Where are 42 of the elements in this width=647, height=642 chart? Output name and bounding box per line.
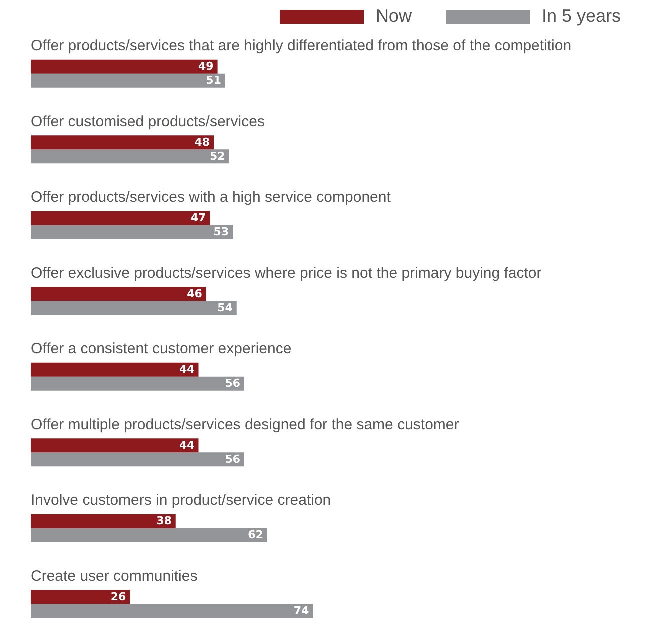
data-label: 56 (225, 452, 241, 466)
y-tick-label: Offer customised products/services (31, 113, 265, 130)
bar (31, 604, 314, 618)
bar (31, 301, 237, 316)
y-tick-label: Offer multiple products/services designed for the same customer (31, 416, 460, 434)
y-tick-label: Involve customers in product/service creation (31, 492, 332, 509)
bar (31, 287, 206, 302)
data-label: 48 (194, 136, 210, 149)
data-label: 62 (248, 528, 264, 542)
data-label: 51 (206, 74, 222, 88)
data-label: 44 (179, 363, 196, 376)
bar (31, 362, 199, 377)
data-label: 26 (110, 590, 126, 604)
bar (31, 60, 218, 74)
bar (31, 74, 226, 88)
y-tick-label: Offer a consistent customer experience (31, 340, 292, 358)
data-label: 54 (218, 301, 234, 314)
data-label: 38 (156, 514, 172, 528)
data-label: 47 (190, 212, 206, 225)
bar (31, 136, 214, 150)
bar (31, 528, 268, 542)
bar (31, 211, 210, 226)
y-tick-label: Offer exclusive products/services where price is not the primary buying factor (31, 264, 542, 282)
data-label: 49 (198, 60, 214, 74)
data-label: 74 (294, 604, 310, 618)
y-tick-label: Create user communities (31, 568, 198, 585)
data-label: 52 (210, 150, 226, 163)
legend-label: Now (376, 6, 412, 27)
data-label: 44 (179, 438, 196, 452)
bar (31, 452, 244, 467)
y-tick-label: Offer products/services that are highly differentiated from those of the competition (31, 38, 572, 54)
bar (31, 514, 176, 528)
data-label: 46 (187, 287, 203, 300)
legend-label: In 5 years (542, 6, 621, 27)
bar (31, 590, 130, 604)
data-label: 53 (214, 226, 230, 239)
bar (31, 438, 199, 453)
bar (31, 225, 234, 240)
data-label: 56 (225, 377, 241, 390)
y-tick-label: Offer products/services with a high service component (31, 189, 392, 206)
bar (31, 150, 230, 164)
bar (31, 376, 244, 391)
